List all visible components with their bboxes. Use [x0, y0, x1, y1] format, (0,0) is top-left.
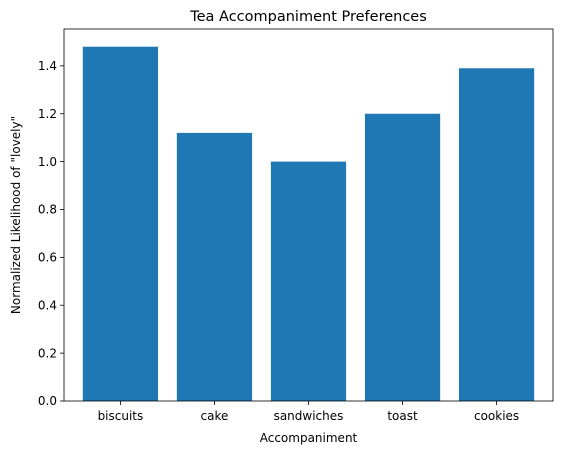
x-tick-label-toast: toast [387, 409, 418, 423]
y-tick-label: 1.4 [38, 59, 57, 73]
x-tick-label-sandwiches: sandwiches [274, 409, 344, 423]
bar-biscuits [82, 46, 159, 401]
bar-toast [364, 113, 441, 402]
x-tick-label-biscuits: biscuits [98, 409, 144, 423]
y-axis-ticks: 0.0 0.2 0.4 0.6 0.8 1.0 1.2 1.4 [38, 59, 64, 408]
x-axis-ticks: biscuits cake sandwiches toast cookies [98, 401, 519, 423]
y-tick-label: 0.4 [38, 298, 57, 312]
y-tick-label: 0.6 [38, 251, 57, 265]
bar-cake [176, 132, 253, 401]
x-tick-label-cookies: cookies [474, 409, 519, 423]
y-tick-label: 0.0 [38, 394, 57, 408]
x-tick-label-cake: cake [201, 409, 229, 423]
bars-layer [82, 46, 535, 402]
y-tick-label: 0.8 [38, 203, 57, 217]
x-axis-label: Accompaniment [260, 431, 358, 445]
chart-title: Tea Accompaniment Preferences [189, 9, 427, 25]
plot-frame [63, 28, 554, 402]
bar-sandwiches [270, 161, 347, 401]
bar-cookies [458, 68, 535, 401]
y-tick-label: 1.2 [38, 107, 57, 121]
y-axis-label: Normalized Likelihood of "lovely" [9, 116, 23, 314]
y-tick-label: 1.0 [38, 155, 57, 169]
y-tick-label: 0.2 [38, 346, 57, 360]
